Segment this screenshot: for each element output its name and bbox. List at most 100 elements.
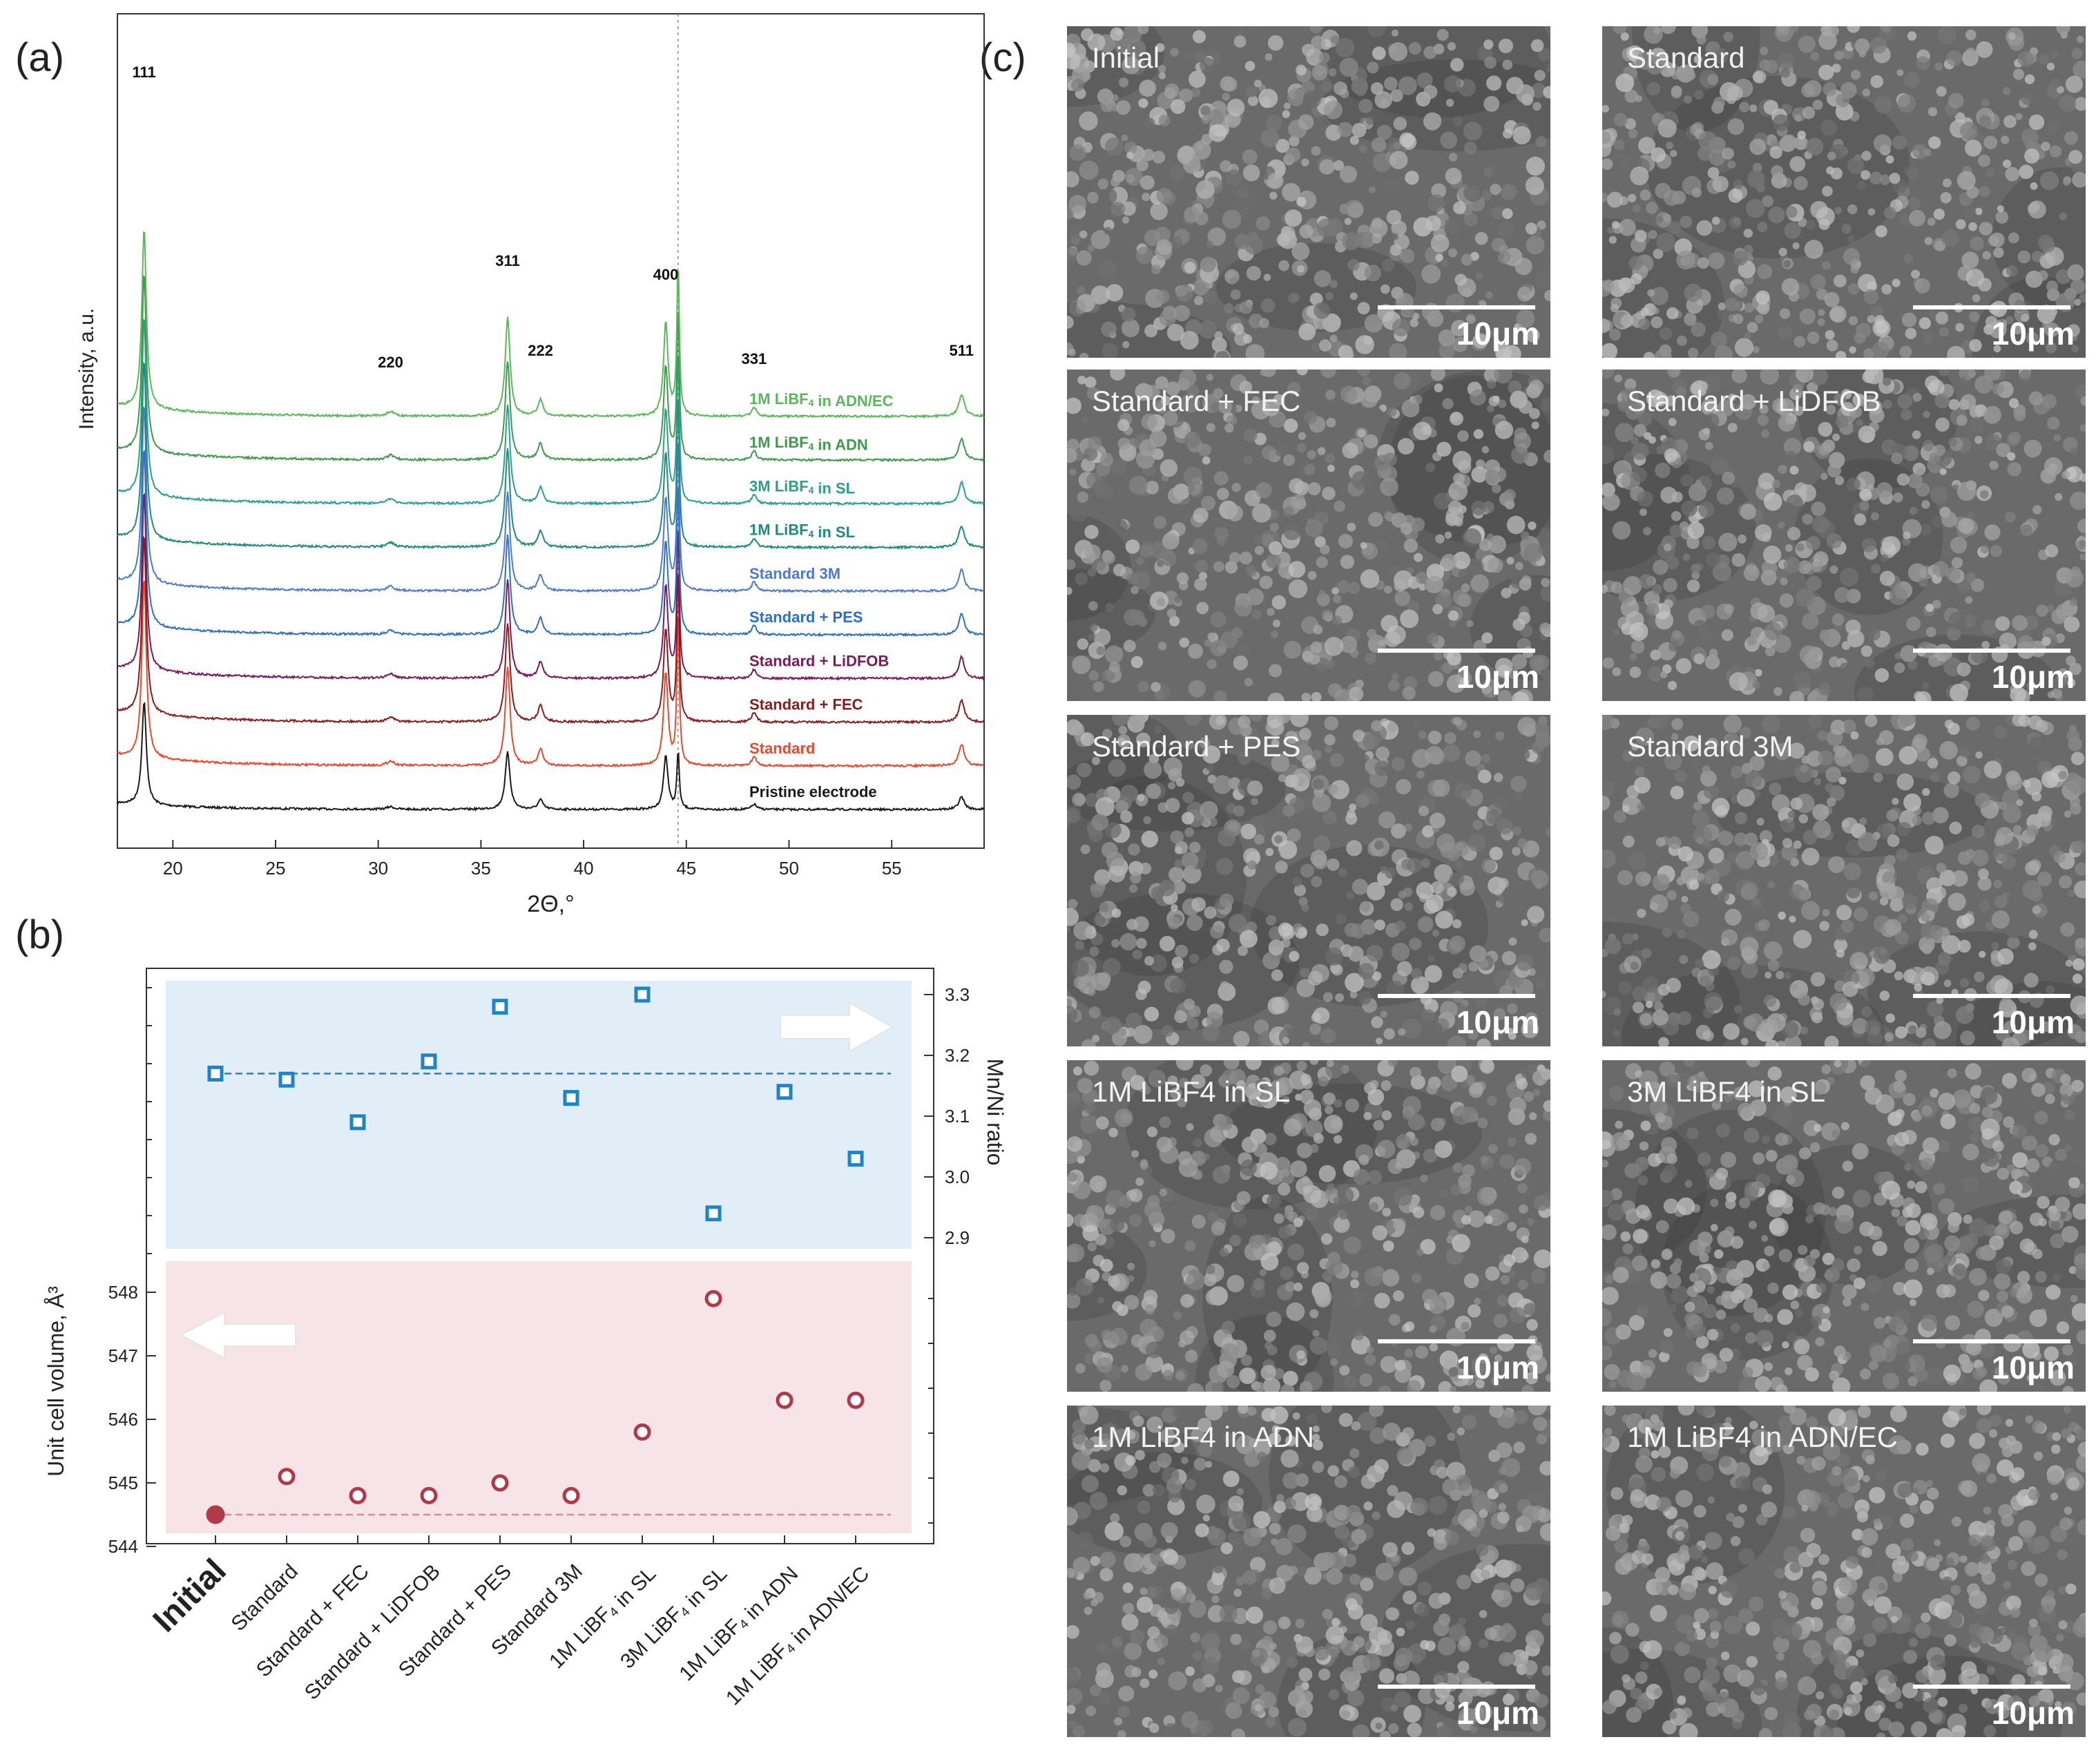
sem-particle <box>1212 1166 1231 1184</box>
sem-particle <box>1749 138 1767 155</box>
sem-particle <box>1448 610 1459 621</box>
sem-particle <box>1473 429 1484 439</box>
sem-particle <box>1727 160 1736 169</box>
sem-particle <box>1789 156 1806 172</box>
sem-particle <box>1602 445 1615 464</box>
sem-particle <box>1244 490 1261 506</box>
sem-particle <box>1646 82 1661 96</box>
sem-particle <box>2055 492 2063 501</box>
sem-particle <box>1896 1341 1911 1356</box>
sem-particle <box>1158 72 1166 79</box>
sem-particle <box>1128 1188 1143 1202</box>
sem-particle <box>1993 247 2004 258</box>
sem-label: Initial <box>1092 41 1160 74</box>
sem-particle <box>1793 840 1802 850</box>
sem-particle <box>2079 540 2086 548</box>
mn-ni-marker <box>492 999 508 1015</box>
sem-particle <box>1643 352 1655 358</box>
sem-particle <box>1825 1267 1840 1283</box>
sem-particle <box>1501 950 1517 966</box>
sem-particle <box>1784 972 1791 979</box>
sem-particle <box>1640 1120 1651 1131</box>
sem-particle <box>1704 841 1712 850</box>
sem-particle <box>1160 396 1171 406</box>
sem-particle <box>1359 901 1371 912</box>
sem-particle <box>1072 792 1086 807</box>
sem-particle <box>1835 102 1854 121</box>
sem-particle <box>1170 48 1179 57</box>
sem-particle <box>1667 680 1677 691</box>
mn-ni-marker <box>563 1090 579 1106</box>
sem-particle <box>1697 1152 1711 1167</box>
series-label: Pristine electrode <box>749 783 877 800</box>
sem-particle <box>1993 345 2001 353</box>
sem-particle <box>1762 715 1781 734</box>
sem-particle <box>1327 1183 1335 1191</box>
sem-particle <box>1756 1330 1774 1348</box>
sem-particle <box>1273 1368 1285 1379</box>
sem-particle <box>1742 1366 1753 1378</box>
sem-particle <box>1858 425 1876 443</box>
sem-particle <box>1894 729 1909 744</box>
sem-particle <box>1158 114 1171 126</box>
sem-particle <box>1684 1301 1695 1312</box>
sem-particle <box>1087 633 1095 641</box>
sem-particle <box>1477 1118 1488 1129</box>
sem-particle <box>1836 949 1845 958</box>
sem-particle <box>1628 851 1647 870</box>
sem-particle <box>1111 202 1126 217</box>
sem-particle <box>1922 1137 1939 1154</box>
sem-particle <box>2010 1220 2023 1235</box>
sem-particle <box>1631 273 1642 285</box>
sem-particle <box>1108 758 1126 777</box>
sem-shadow <box>1602 1109 1707 1272</box>
sem-particle <box>1381 1080 1392 1091</box>
sem-particle <box>1127 1275 1135 1283</box>
sem-particle <box>1326 417 1336 428</box>
sem-particle <box>1614 374 1622 383</box>
sem-particle <box>1752 681 1760 689</box>
sem-particle <box>1177 1097 1187 1108</box>
sem-particle <box>1077 491 1088 503</box>
sem-particle <box>1316 593 1330 606</box>
sem-particle <box>1183 998 1195 1010</box>
sem-particle <box>1795 1309 1804 1318</box>
sem-particle <box>1546 827 1550 836</box>
sem-particle <box>1517 286 1532 302</box>
sem-particle <box>1782 1154 1798 1171</box>
sem-particle <box>2005 922 2021 939</box>
sem-particle <box>1340 349 1354 358</box>
sem-particle <box>1128 1214 1142 1227</box>
sem-particle <box>1469 945 1487 963</box>
sem-particle <box>1435 534 1445 544</box>
sem-particle <box>1200 256 1216 273</box>
sem-particle <box>1669 1304 1677 1313</box>
sem-particle <box>1602 158 1613 171</box>
sem-particle <box>1159 1116 1171 1129</box>
sem-particle <box>1209 124 1227 142</box>
sem-particle <box>1400 249 1415 264</box>
sem-particle <box>1069 468 1077 476</box>
sem-particle <box>1860 1368 1871 1380</box>
sem-particle <box>1457 1617 1466 1626</box>
sem-particle <box>1760 569 1777 586</box>
sem-particle <box>1091 756 1100 765</box>
sem-particle <box>1933 209 1945 220</box>
sem-particle <box>1140 544 1154 558</box>
sem-particle <box>1974 792 1990 809</box>
sem-particle <box>2073 840 2086 854</box>
sem-particle <box>2035 811 2052 827</box>
sem-particle <box>1307 482 1321 496</box>
sem-particle <box>1269 1642 1277 1650</box>
sem-particle <box>1921 500 1930 509</box>
sem-particle <box>1602 192 1608 202</box>
sem-particle <box>1808 715 1823 729</box>
sem-particle <box>1126 573 1139 585</box>
left-tick-label: 548 <box>108 1282 138 1303</box>
sem-particle <box>1491 206 1505 220</box>
sem-particle <box>1198 320 1217 339</box>
sem-particle <box>1497 399 1507 408</box>
sem-particle <box>1802 613 1819 630</box>
sem-particle <box>1798 993 1811 1006</box>
sem-particle <box>1789 26 1799 33</box>
